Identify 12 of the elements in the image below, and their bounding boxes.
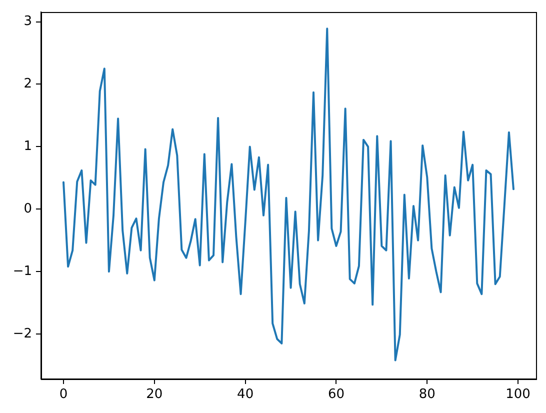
y-tick-label: 1 xyxy=(24,139,32,154)
y-tick-label: 3 xyxy=(24,14,32,30)
x-tick-label: 60 xyxy=(328,387,344,402)
x-tick-label: 80 xyxy=(418,387,436,402)
y-tick-label: 2 xyxy=(24,76,32,92)
x-tick-label: 100 xyxy=(506,387,530,402)
y-tick-label: −1 xyxy=(12,264,32,279)
x-tick-label: 20 xyxy=(146,387,163,402)
x-tick-label: 40 xyxy=(237,387,254,402)
x-tick-label: 0 xyxy=(59,387,68,402)
y-tick-label: −2 xyxy=(12,326,32,342)
y-tick-label: 0 xyxy=(24,202,32,217)
